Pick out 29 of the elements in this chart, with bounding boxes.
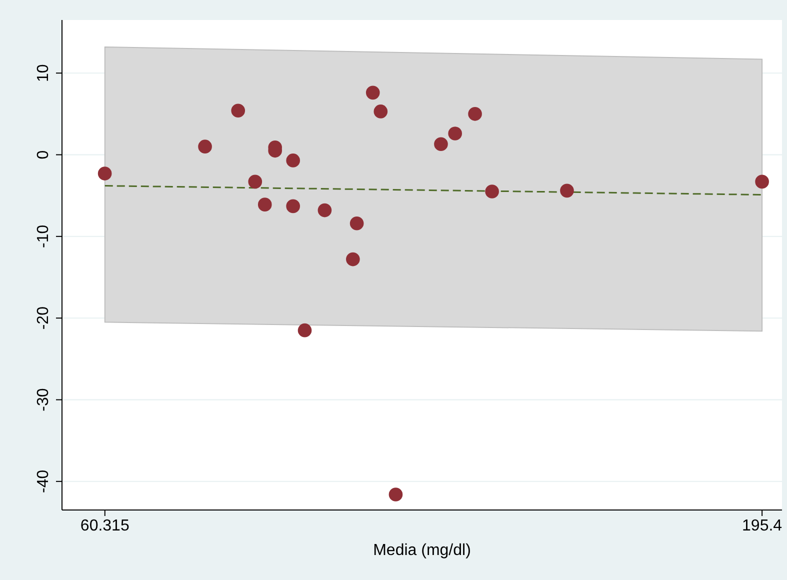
point: [448, 126, 462, 140]
point: [258, 198, 272, 212]
y-tick-label: 0: [35, 150, 52, 160]
point: [318, 203, 332, 218]
point: [98, 166, 112, 180]
point: [198, 140, 212, 154]
point: [298, 323, 312, 338]
point: [286, 199, 300, 214]
point: [286, 154, 300, 168]
point: [366, 86, 380, 100]
point: [434, 137, 448, 152]
point: [350, 216, 364, 230]
point: [560, 184, 574, 198]
y-tick-label: -30: [35, 388, 52, 412]
point: [231, 104, 246, 118]
x-tick-label: 60.315: [80, 517, 130, 534]
point: [388, 488, 403, 502]
y-tick-label: -10: [35, 224, 52, 248]
point: [485, 184, 499, 198]
y-tick-label: -40: [35, 470, 52, 493]
x-axis-title: Media (mg/dl): [373, 542, 471, 559]
point: [468, 107, 482, 121]
point: [755, 174, 769, 189]
y-tick-label: -20: [35, 306, 52, 330]
y-tick-label: 10: [35, 64, 52, 82]
point: [346, 252, 360, 266]
point: [248, 174, 262, 189]
x-tick-label: 195.4: [742, 517, 782, 534]
point: [374, 104, 388, 118]
